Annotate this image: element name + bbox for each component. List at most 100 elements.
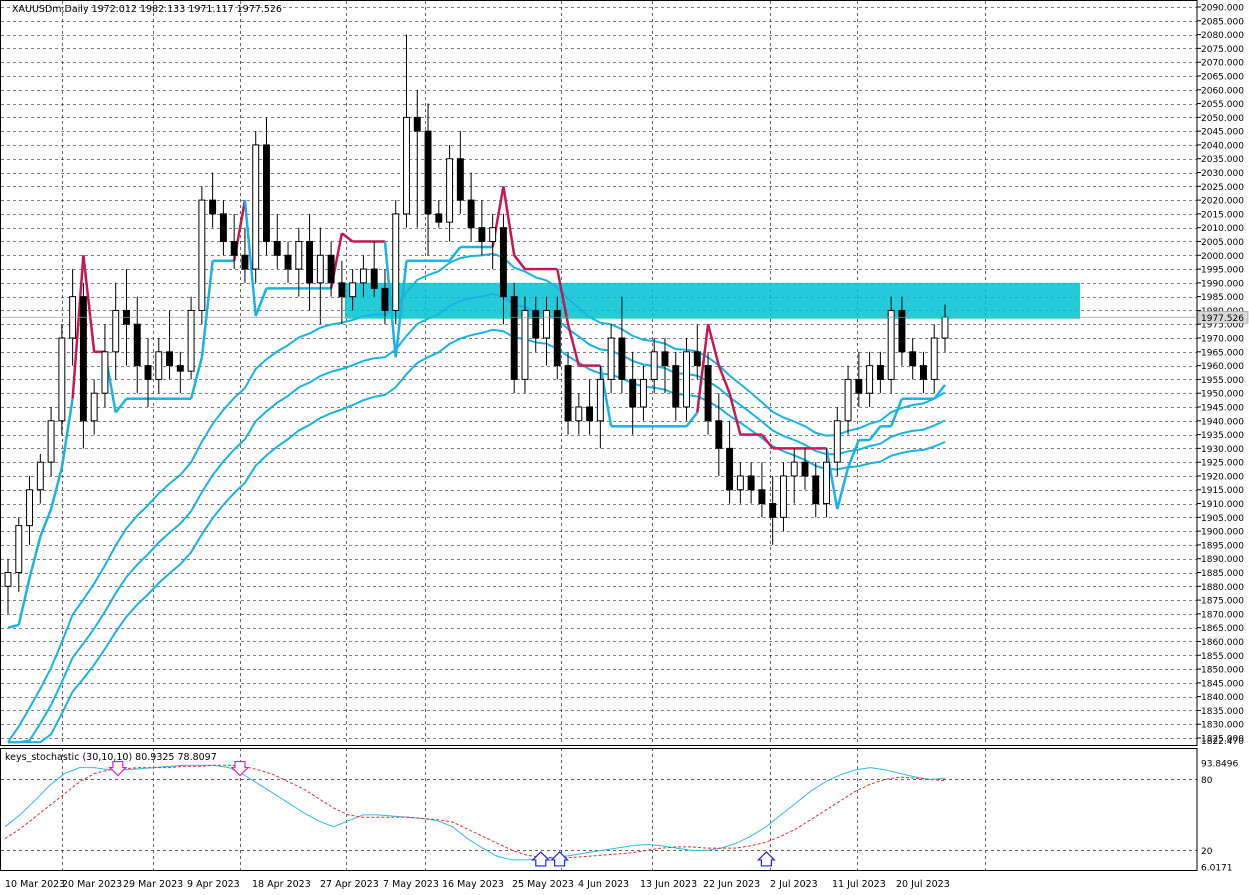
price-tick-label: 2015.000 <box>1201 210 1244 220</box>
time-tick-label: 13 Jun 2023 <box>640 879 697 890</box>
candle-body <box>629 378 637 408</box>
candle <box>747 462 755 504</box>
candle <box>306 213 314 311</box>
candle-body <box>704 365 712 422</box>
candle <box>575 393 583 435</box>
candle <box>359 255 367 297</box>
candle <box>187 296 195 380</box>
price-tick-label: 1885.000 <box>1201 569 1244 579</box>
candle <box>693 324 701 380</box>
candle <box>909 338 917 380</box>
candle-body <box>263 144 270 242</box>
price-tick-label: 1900.000 <box>1201 528 1244 538</box>
candle-body <box>306 240 314 284</box>
candle <box>413 89 421 228</box>
chart-header-label: XAUUSDm,Daily 1972.012 1982.133 1971.117… <box>12 4 282 15</box>
candle-body <box>898 309 906 353</box>
trend-segment <box>717 365 731 394</box>
trend-segment <box>383 241 397 358</box>
candle <box>166 310 174 380</box>
trend-segment <box>243 199 257 317</box>
candle <box>715 393 723 476</box>
candle <box>844 365 852 435</box>
candle <box>263 117 270 256</box>
current-price-label: 1977.526 <box>1201 314 1244 324</box>
candle-body <box>316 254 324 284</box>
time-tick-label: 20 Jul 2023 <box>896 879 950 890</box>
price-tick-label: 1915.000 <box>1201 486 1244 496</box>
candle <box>607 324 615 394</box>
price-tick-label: 1840.000 <box>1201 693 1244 703</box>
candle-body <box>726 447 734 491</box>
candle-body <box>661 351 669 367</box>
price-tick-label: 1965.000 <box>1201 348 1244 358</box>
candle-body <box>769 503 777 518</box>
price-tick-label: 1830.000 <box>1201 721 1244 731</box>
candle <box>349 269 357 311</box>
candle-body <box>586 406 594 422</box>
time-tick-label: 9 Apr 2023 <box>187 879 240 890</box>
candle-body <box>359 268 367 284</box>
arrow-down-icon <box>230 760 250 777</box>
candle-body <box>456 158 464 201</box>
candle <box>316 227 324 325</box>
candle-body <box>241 254 249 270</box>
price-tick-label: 2045.000 <box>1201 128 1244 138</box>
price-min-label: 1822.470 <box>1201 737 1244 747</box>
candle <box>90 379 98 435</box>
trend-segment <box>17 577 31 626</box>
stochastic-header-label: keys_stochastic (30,10,10) 80.9325 78.80… <box>5 752 217 763</box>
trend-segment <box>341 232 354 243</box>
price-tick-label: 1950.000 <box>1201 390 1244 400</box>
trend-segment <box>599 365 613 427</box>
candle-body <box>855 378 863 394</box>
trend-segment <box>254 287 268 317</box>
candle <box>704 351 712 435</box>
candle-body <box>833 420 841 463</box>
price-tick-label: 1835.000 <box>1201 707 1244 717</box>
candle-body <box>338 282 346 298</box>
price-tick-label: 2030.000 <box>1201 169 1244 179</box>
candle <box>553 296 561 380</box>
moving-average-bands <box>7 252 946 744</box>
trend-segment <box>868 425 882 441</box>
candle-body <box>133 323 141 367</box>
price-tick-label: 1920.000 <box>1201 472 1244 482</box>
stochastic-tick-label: 93.8496 <box>1201 760 1238 770</box>
price-tick-label: 1935.000 <box>1201 431 1244 441</box>
trend-segment <box>846 439 861 469</box>
candle <box>801 448 809 490</box>
candle-body <box>618 337 626 380</box>
candle-body <box>823 461 830 505</box>
time-tick-label: 29 Mar 2023 <box>123 879 183 890</box>
time-tick-label: 4 Jun 2023 <box>578 879 629 890</box>
candle <box>812 462 820 518</box>
candle-body <box>844 378 852 422</box>
candle-body <box>489 227 497 242</box>
candle-body <box>801 461 809 477</box>
price-tick-label: 1865.000 <box>1201 624 1244 634</box>
price-tick-label: 1850.000 <box>1201 666 1244 676</box>
candle-body <box>876 365 884 380</box>
price-tick-label: 1895.000 <box>1201 541 1244 551</box>
price-tick-label: 1940.000 <box>1201 417 1244 427</box>
band-line-3 <box>8 328 946 744</box>
candles <box>4 34 949 614</box>
trend-segment <box>189 357 204 400</box>
candle-body <box>693 351 701 367</box>
price-tick-label: 1825.000 <box>1201 735 1244 745</box>
candle-body <box>413 116 421 132</box>
time-tick-label: 16 May 2023 <box>442 879 504 890</box>
price-tick-label: 2080.000 <box>1201 31 1244 41</box>
trend-segment <box>728 392 742 435</box>
price-tick-label: 1870.000 <box>1201 610 1244 620</box>
candle-body <box>112 309 120 353</box>
candle <box>521 296 529 394</box>
candle-body <box>941 316 949 339</box>
candle <box>919 351 927 394</box>
candle <box>586 379 594 435</box>
price-tick-label: 2055.000 <box>1201 100 1244 110</box>
trend-segment <box>706 323 721 366</box>
candle-body <box>198 199 206 311</box>
